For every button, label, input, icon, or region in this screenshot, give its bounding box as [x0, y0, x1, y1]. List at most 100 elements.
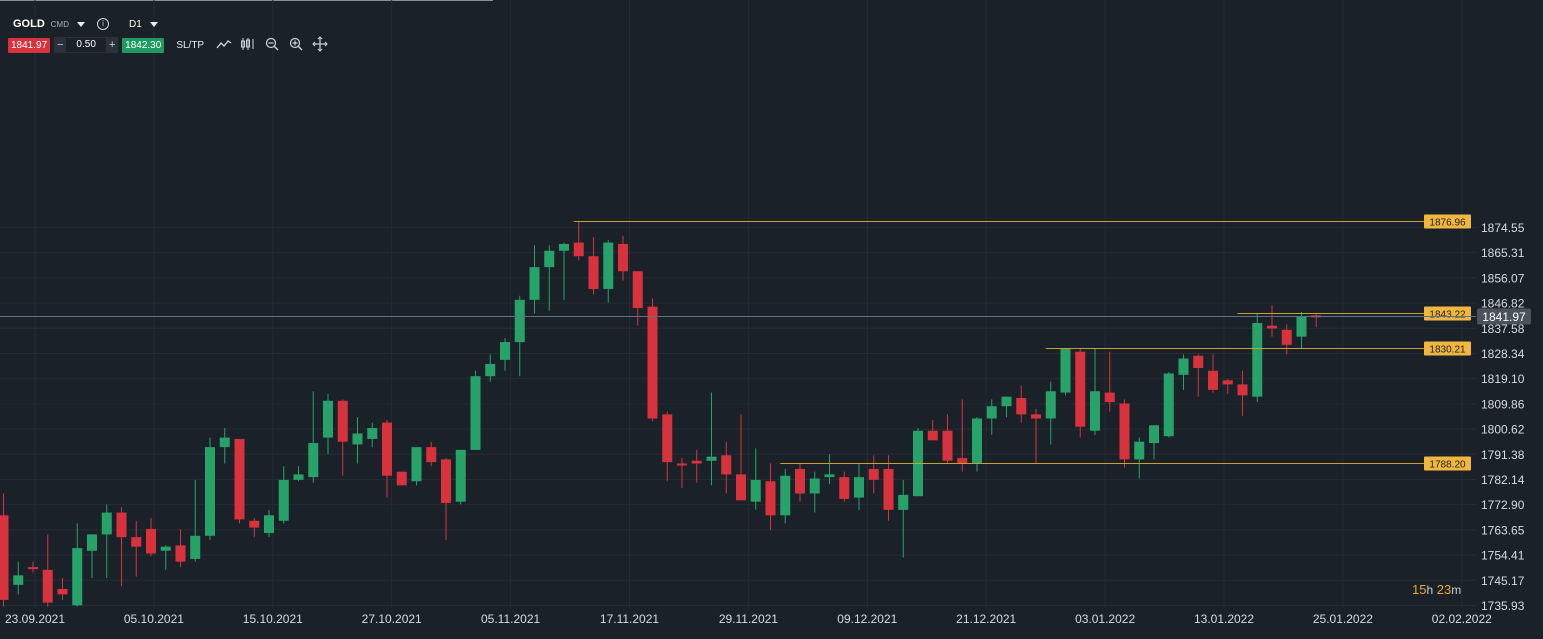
y-tick-label: 1763.65 — [1481, 523, 1525, 537]
candle-body — [1134, 441, 1145, 460]
x-tick-label: 02.02.2022 — [1432, 612, 1492, 626]
y-tick-label: 1874.55 — [1481, 221, 1525, 235]
candle-body — [131, 537, 142, 547]
buy-price-button[interactable]: 1842.30 — [122, 37, 165, 53]
trade-row: 1841.97 − 0.50 + 1842.30 SL/TP — [8, 35, 330, 55]
candle-body — [426, 447, 437, 463]
x-tick-label: 23.09.2021 — [5, 612, 65, 626]
info-icon[interactable]: i — [97, 18, 109, 30]
candle-body — [1163, 373, 1174, 437]
symbol-row: GOLD CMD i D1 — [13, 14, 158, 34]
candle-body — [868, 468, 879, 480]
candle-body — [160, 546, 171, 551]
countdown-hours-unit: h — [1426, 583, 1434, 597]
zoom-out-icon[interactable] — [262, 37, 282, 54]
candle-body — [957, 458, 968, 464]
candle-body — [1193, 355, 1204, 369]
candle-body — [1045, 391, 1056, 419]
candle-body — [544, 250, 555, 268]
level-label-bg — [1424, 214, 1471, 229]
symbol-dropdown-icon[interactable] — [77, 21, 85, 27]
quantity-input[interactable]: 0.50 — [66, 38, 107, 52]
candle-body — [1296, 316, 1307, 337]
candle-body — [470, 376, 481, 450]
candle-body — [382, 422, 392, 476]
candle-body — [618, 243, 628, 272]
symbol-label[interactable]: GOLD — [13, 18, 45, 30]
candle-body — [1090, 391, 1100, 431]
candle-body — [367, 428, 378, 439]
level-label: 1843.22 — [1429, 310, 1466, 321]
candle-body — [824, 474, 835, 478]
candle-body — [736, 474, 746, 501]
candle-body — [632, 271, 643, 309]
candle-body — [721, 455, 732, 475]
candle-body — [352, 433, 363, 445]
instrument-type-label: CMD — [50, 19, 69, 29]
candle-body — [308, 443, 319, 478]
candle-body — [175, 545, 186, 562]
candle-body — [264, 515, 274, 534]
candle-body — [603, 242, 614, 289]
candle-body — [1104, 392, 1115, 403]
sell-price-button[interactable]: 1841.97 — [8, 37, 51, 53]
y-tick-label: 1754.41 — [1481, 549, 1525, 563]
candle-body — [677, 463, 687, 466]
candle-body — [706, 456, 717, 461]
sl-tp-button[interactable]: SL/TP — [176, 39, 205, 51]
x-tick-label: 25.01.2022 — [1313, 612, 1373, 626]
x-tick-label: 05.11.2021 — [481, 612, 540, 626]
candle-body — [278, 479, 289, 521]
x-tick-label: 09.12.2021 — [837, 612, 897, 626]
level-label: 1788.20 — [1429, 460, 1466, 471]
x-tick-label: 15.10.2021 — [243, 612, 303, 626]
increase-quantity-button[interactable]: + — [108, 39, 116, 51]
y-tick-label: 1809.86 — [1481, 397, 1525, 411]
candle-body — [13, 575, 24, 585]
candle-body — [986, 406, 997, 419]
candle-body — [898, 494, 909, 510]
candle-body — [87, 534, 97, 551]
x-tick-label: 17.11.2021 — [600, 612, 659, 626]
countdown-minutes: 23 — [1436, 582, 1452, 597]
candle-body — [780, 475, 791, 516]
candle-body — [337, 400, 348, 442]
quantity-stepper[interactable]: − 0.50 + — [54, 37, 119, 53]
countdown-minutes-unit: m — [1451, 583, 1462, 597]
line-chart-icon[interactable] — [214, 38, 234, 53]
zoom-in-icon[interactable] — [286, 37, 306, 54]
y-tick-label: 1837.58 — [1481, 322, 1525, 336]
timeframe-label[interactable]: D1 — [129, 18, 142, 30]
current-price-label: 1841.97 — [1482, 310, 1526, 324]
candle-body — [1016, 398, 1027, 415]
candle-body — [190, 535, 201, 559]
candle-body — [1075, 351, 1086, 427]
y-tick-label: 1772.90 — [1481, 498, 1525, 512]
level-label-bg — [1424, 456, 1471, 471]
y-tick-label: 1735.93 — [1481, 599, 1525, 613]
candle-body — [101, 512, 112, 535]
candle-body — [205, 447, 215, 536]
crosshair-icon[interactable] — [310, 35, 330, 55]
timeframe-dropdown-icon[interactable] — [149, 21, 158, 27]
y-tick-label: 1828.34 — [1481, 347, 1525, 361]
x-tick-label: 03.01.2022 — [1075, 612, 1135, 626]
candle-body — [765, 481, 776, 516]
indicators-icon[interactable] — [238, 37, 258, 54]
candle-body — [396, 471, 407, 486]
candle-body — [0, 515, 9, 600]
y-tick-label: 1800.62 — [1481, 423, 1525, 437]
decrease-quantity-button[interactable]: − — [56, 39, 64, 51]
candle-body — [839, 477, 850, 499]
candle-body — [441, 459, 451, 504]
candle-body — [1178, 358, 1189, 375]
candle-body — [647, 306, 658, 419]
level-label: 1876.96 — [1429, 218, 1466, 229]
candle-body — [883, 468, 894, 510]
candle-body — [1222, 380, 1233, 385]
candle-body — [573, 242, 584, 257]
candle-body — [972, 418, 982, 464]
candle-body — [514, 299, 525, 343]
